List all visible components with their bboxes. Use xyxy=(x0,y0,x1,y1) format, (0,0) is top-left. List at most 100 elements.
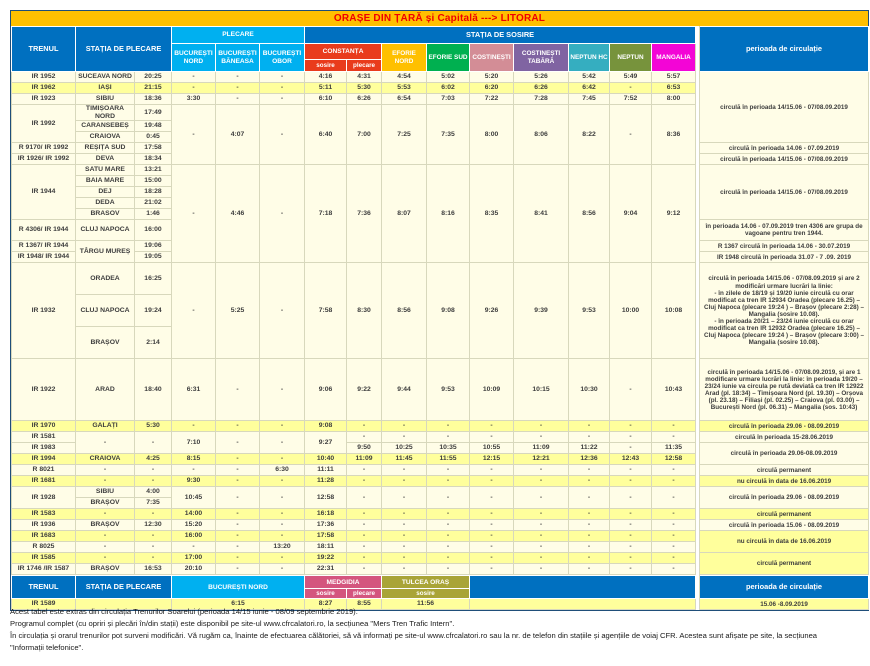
table-cell: R 4306/ IR 1944 xyxy=(11,219,76,242)
table-cell: 20:25 xyxy=(134,71,172,83)
table-cell: 16:00 xyxy=(134,219,172,242)
table-cell: - xyxy=(609,431,653,444)
table-cell: R 8021 xyxy=(11,464,76,477)
col-header-costinesti-tabara: COSTINEȘTI TABĂRĂ xyxy=(513,43,570,72)
table-cell: 7:22 xyxy=(469,93,515,105)
table-cell: - xyxy=(346,530,383,543)
table-cell: 7:03 xyxy=(426,93,471,105)
period-cell: circulă în perioada 15-28.06.2019 xyxy=(699,431,870,444)
table-cell: 11:28 xyxy=(304,475,348,488)
period-cell: circulă în perioada 29.06 - 08.09.2019 xyxy=(699,486,870,510)
table-title: ORAȘE DIN ȚARĂ și Capitală ---> LITORAL xyxy=(11,11,868,26)
table-cell: 9:26 xyxy=(469,262,515,360)
table-cell: R 8025 xyxy=(11,541,76,554)
table-cell: 11:09 xyxy=(513,442,570,455)
table-cell: SIBIU xyxy=(75,486,135,499)
table-cell: - xyxy=(258,71,306,83)
table-cell: - xyxy=(75,530,135,543)
table-cell: 8:27 xyxy=(304,598,347,611)
table-cell: 11:11 xyxy=(304,464,348,477)
table-cell: 5:25 xyxy=(215,262,260,360)
table-cell: 12:58 xyxy=(651,453,697,466)
period-cell: circulă în perioada 14/15.06 - 07/08.09.… xyxy=(699,358,870,422)
table-cell: - xyxy=(215,475,260,488)
table-cell: - xyxy=(134,552,172,565)
table-cell: 19:24 xyxy=(134,294,172,328)
table-cell: - xyxy=(609,508,653,521)
table-cell: 10:00 xyxy=(609,262,653,360)
table-cell: 8:56 xyxy=(381,262,428,360)
table-cell: - xyxy=(609,563,653,576)
table-cell: 15:20 xyxy=(171,519,216,532)
table-cell: 9:53 xyxy=(426,358,471,422)
table-cell: IR 1581 xyxy=(11,431,76,444)
period-cell: circulă permanent xyxy=(699,552,870,576)
table-cell: - xyxy=(215,453,260,466)
table-cell: 2:14 xyxy=(134,326,172,360)
subheader-sosire: sosire xyxy=(380,588,471,600)
table-cell: 10:40 xyxy=(304,453,348,466)
table-cell: - xyxy=(171,164,216,264)
table-cell: IR 1992 xyxy=(11,103,76,144)
col-header-trenul: TRENUL xyxy=(11,26,76,72)
table-cell: 8:06 xyxy=(513,103,570,166)
col-header-costinesti: COSTINEȘTI xyxy=(469,43,515,72)
period-cell: circulă în perioada 15.06 - 08.09.2019 xyxy=(699,519,870,532)
table-cell: 18:40 xyxy=(134,358,172,422)
table-cell: 15:00 xyxy=(134,175,172,188)
table-cell: 9:39 xyxy=(513,262,570,360)
table-cell: - xyxy=(469,563,515,576)
table-cell: 11:35 xyxy=(651,442,697,455)
table-cell: 8:15 xyxy=(171,453,216,466)
table-cell: - xyxy=(426,420,471,433)
table-cell: - xyxy=(426,563,471,576)
table-cell: - xyxy=(513,552,570,565)
table-cell: - xyxy=(651,464,697,477)
table-cell: 6:02 xyxy=(426,82,471,94)
table-cell: - xyxy=(75,552,135,565)
table-cell: - xyxy=(215,530,260,543)
table-cell: - xyxy=(651,475,697,488)
table-cell: - xyxy=(258,431,306,455)
table-cell: 4:16 xyxy=(304,71,348,83)
table-cell: 12:43 xyxy=(609,453,653,466)
footer-line: În circulația și orarul trenurilor pot s… xyxy=(10,631,818,640)
table-cell: - xyxy=(215,431,260,455)
table-cell: - xyxy=(381,563,428,576)
table-cell: 13:20 xyxy=(258,541,306,554)
table-cell: - xyxy=(171,103,216,166)
table-cell: - xyxy=(426,552,471,565)
period-cell: circulă în perioada 14.06 - 07.09.2019 xyxy=(699,142,870,155)
table-cell: 10:15 xyxy=(513,358,570,422)
table-cell: - xyxy=(258,82,306,94)
table-cell: IR 1683 xyxy=(11,530,76,543)
table-cell: - xyxy=(469,541,515,554)
period-cell: circulă în perioada 14/15.06 - 07/08.09.… xyxy=(699,70,870,144)
table-cell: 10:43 xyxy=(651,358,697,422)
table-cell: 3:30 xyxy=(171,93,216,105)
table-cell: 8:16 xyxy=(426,164,471,264)
table-cell: 8:41 xyxy=(513,164,570,264)
table-cell: - xyxy=(609,464,653,477)
table-cell: IR 1948/ IR 1944 xyxy=(11,251,76,264)
table-cell: 9:50 xyxy=(346,442,383,455)
table-cell: - xyxy=(215,71,260,83)
table-cell: 8:30 xyxy=(346,262,383,360)
table-cell: SUCEAVA NORD xyxy=(75,71,135,83)
table-cell: 21:15 xyxy=(134,82,172,94)
table-cell: 8:36 xyxy=(651,103,697,166)
table-cell: 5:42 xyxy=(568,71,611,83)
table-cell: 5:20 xyxy=(469,71,515,83)
table-cell: - xyxy=(134,464,172,477)
table-cell: - xyxy=(513,486,570,510)
table-cell: - xyxy=(215,508,260,521)
table-cell: - xyxy=(171,262,216,360)
table-cell: 9:30 xyxy=(171,475,216,488)
table-cell: - xyxy=(609,82,653,94)
table-cell: - xyxy=(258,530,306,543)
table-cell: - xyxy=(513,464,570,477)
subheader-sosire: sosire xyxy=(304,59,348,72)
col-header-bucuresti-nord: BUCUREȘTI NORD xyxy=(171,43,216,72)
table-cell: - xyxy=(258,93,306,105)
table-cell: - xyxy=(346,563,383,576)
